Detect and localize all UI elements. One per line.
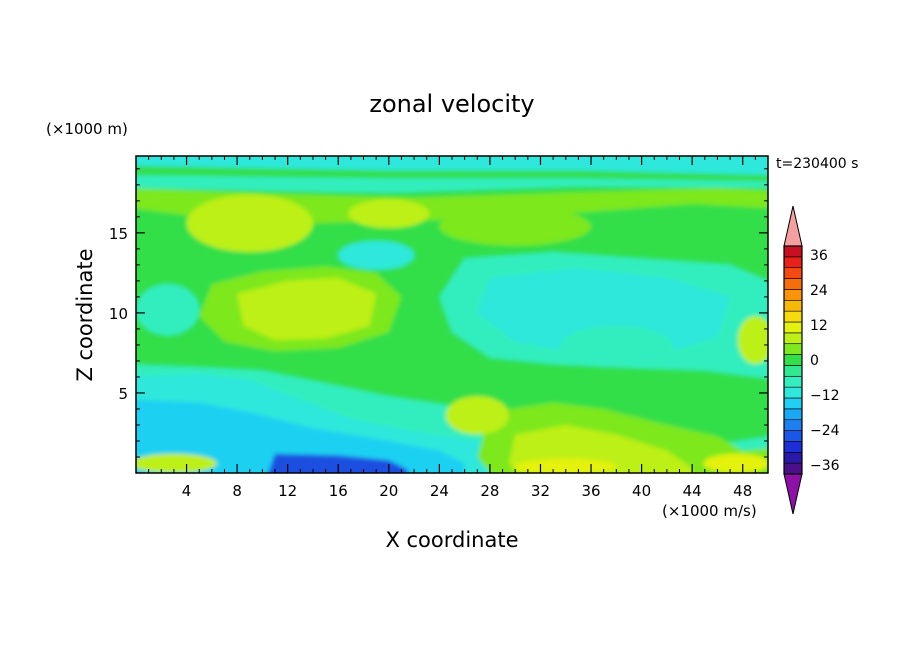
field-right-yellow [737, 316, 768, 365]
x-tick-label: 16 [329, 482, 348, 500]
colorbar-tick-label: 12 [810, 318, 828, 334]
colorbar-segment [783, 278, 803, 290]
x-axis: 4 8 12 16 20 24 28 32 36 40 44 48 [148, 156, 756, 500]
colorbar-segment [783, 462, 803, 475]
x-tick-label: 28 [480, 482, 499, 500]
colorbar-segment [783, 299, 803, 312]
y-tick-label: 15 [109, 225, 128, 243]
colorbar-segment [783, 375, 803, 388]
colorbar-tick-label: −24 [810, 423, 840, 439]
colorbar-frame [783, 245, 803, 475]
x-tick-label: 12 [278, 482, 297, 500]
colorbar-segment [783, 343, 803, 355]
field-upper-shear [136, 175, 768, 193]
colorbar-tick-label: 0 [810, 353, 819, 369]
field-midleft-yellow [237, 277, 377, 341]
field-left-near-zero [136, 284, 200, 336]
colorbar-segment [783, 256, 803, 269]
colorbar-segment [783, 321, 803, 334]
colorbar: 36 24 12 0 −12 −24 −36 [783, 205, 840, 515]
colorbar-segment [783, 245, 803, 258]
colorbar-segment [783, 419, 803, 431]
x-tick-label: 24 [430, 482, 449, 500]
field-small-negative [338, 240, 415, 270]
colorbar-under-triangle [783, 473, 803, 515]
colorbar-over-triangle [783, 205, 803, 247]
colorbar-segment [783, 451, 803, 464]
y-axis: 5 10 15 [109, 168, 768, 458]
x-tick-label: 44 [683, 482, 702, 500]
y-unit-label: (×1000 m) [46, 120, 128, 138]
x-unit-label: (×1000 m/s) [662, 502, 757, 520]
colorbar-segment [783, 289, 803, 301]
y-tick-label: 10 [109, 305, 128, 323]
field-top-band [136, 156, 768, 175]
colorbar-segment [783, 332, 803, 345]
colorbar-segment [783, 397, 803, 410]
colorbar-tick-label: 36 [810, 248, 828, 264]
colorbar-segment [783, 430, 803, 442]
x-tick-label: 48 [733, 482, 752, 500]
colorbar-segment [783, 441, 803, 453]
x-axis-label: X coordinate [385, 528, 518, 552]
x-tick-label: 40 [632, 482, 651, 500]
colorbar-segment [783, 267, 803, 279]
colorbar-tick-label: −12 [810, 388, 840, 404]
colorbar-segment [783, 365, 803, 377]
colorbar-tick-label: −36 [810, 458, 840, 474]
colorbar-tick-label: 24 [810, 283, 828, 299]
field-lower-cyan [136, 399, 465, 473]
x-tick-label: 20 [379, 482, 398, 500]
x-tick-label: 36 [581, 482, 600, 500]
field-midright-core [559, 325, 674, 368]
velocity-field [136, 156, 768, 473]
chart-title: zonal velocity [369, 90, 534, 118]
plot-area [136, 156, 768, 473]
field-upper-yellow-2 [348, 199, 430, 229]
y-tick-label: 5 [118, 385, 128, 403]
x-tick-label: 4 [182, 482, 192, 500]
x-tick-label: 32 [531, 482, 550, 500]
field-bottom-deep-negative [268, 453, 408, 473]
time-label: t=230400 s [776, 156, 858, 172]
y-axis-label: Z coordinate [73, 248, 97, 381]
colorbar-segment [783, 310, 803, 323]
field-bottom-right-yellow-2 [703, 453, 768, 473]
field-upper-yellow [186, 194, 313, 253]
x-tick-label: 8 [232, 482, 242, 500]
field-upper-positive-2 [439, 207, 592, 246]
colorbar-segment [783, 408, 803, 421]
field-midright-negative [477, 268, 731, 357]
colorbar-segment [783, 386, 803, 399]
field-lower-mid-yellow [445, 396, 509, 435]
colorbar-segment [783, 354, 803, 366]
field-bottom-left-yellow [136, 453, 217, 473]
